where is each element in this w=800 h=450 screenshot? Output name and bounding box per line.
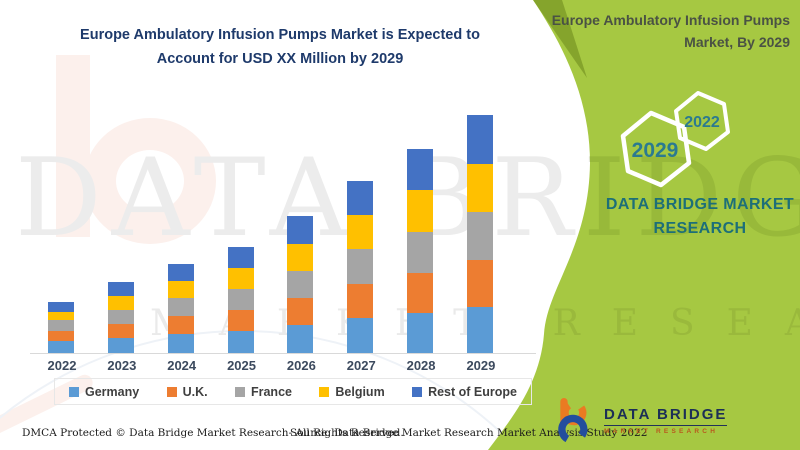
hexagon-2029 xyxy=(620,110,692,188)
bar-segment-germany-2029 xyxy=(466,307,493,353)
hexagon-2022-label: 2022 xyxy=(684,114,720,131)
x-axis-label-2025: 2025 xyxy=(227,358,256,373)
bar-segment-belgium-2022 xyxy=(48,312,74,320)
bar-segment-germany-2024 xyxy=(167,334,194,353)
bar-segment-rest-of-europe-2026 xyxy=(287,216,314,244)
bar-segment-france-2027 xyxy=(347,249,374,284)
bar-segment-belgium-2029 xyxy=(466,164,493,212)
source-note: Source: Data Bridge Market Research Mark… xyxy=(290,427,648,439)
x-axis-label-2026: 2026 xyxy=(286,358,316,373)
bar-segment-france-2028 xyxy=(407,232,434,273)
bar-2028 xyxy=(407,149,434,353)
x-axis-label-2029: 2029 xyxy=(466,358,496,373)
legend: Germany U.K. France Belgium Rest of Europe xyxy=(54,378,532,405)
legend-swatch-belgium xyxy=(319,386,330,397)
bar-2027 xyxy=(347,181,374,353)
bar-segment-germany-2023 xyxy=(107,338,134,353)
bar-segment-u-k-2026 xyxy=(287,298,314,325)
brand-name-text: DATA BRIDGE MARKET RESEARCH xyxy=(605,196,795,237)
legend-label-germany: Germany xyxy=(85,384,140,399)
bar-segment-u-k-2024 xyxy=(167,316,194,334)
bar-segment-u-k-2029 xyxy=(466,260,493,307)
legend-item-rest-of-europe: Rest of Europe xyxy=(412,385,517,399)
bar-segment-france-2022 xyxy=(48,320,74,331)
bar-segment-rest-of-europe-2023 xyxy=(107,282,134,296)
bar-segment-u-k-2022 xyxy=(48,331,74,341)
bar-2024 xyxy=(167,264,194,353)
legend-item-belgium: Belgium xyxy=(319,384,385,399)
legend-label-france: France xyxy=(250,384,292,399)
bar-segment-belgium-2024 xyxy=(167,281,194,298)
bar-segment-france-2029 xyxy=(466,212,493,260)
bar-segment-germany-2028 xyxy=(407,313,434,353)
x-axis-label-2023: 2023 xyxy=(107,358,137,373)
legend-swatch-germany xyxy=(69,386,79,397)
bar-segment-germany-2027 xyxy=(347,318,374,353)
legend-label-belgium: Belgium xyxy=(335,384,385,399)
legend-label-rest-of-europe: Rest of Europe xyxy=(428,384,517,399)
bars xyxy=(30,100,535,353)
pink-b-watermark-stem xyxy=(56,55,90,237)
bar-segment-u-k-2027 xyxy=(347,284,374,318)
x-axis-line xyxy=(30,353,536,354)
legend-item-france: France xyxy=(234,384,292,399)
dmca-notice: DMCA Protected © Data Bridge Market Rese… xyxy=(22,427,404,439)
legend-item-germany: Germany xyxy=(69,385,139,399)
bar-2029 xyxy=(466,115,493,353)
bar-segment-belgium-2028 xyxy=(407,190,434,232)
dbmr-logo-title: DATA BRIDGE xyxy=(604,406,728,426)
bar-segment-germany-2025 xyxy=(227,331,254,353)
bar-segment-germany-2026 xyxy=(287,325,314,353)
green-panel-shape xyxy=(488,0,800,450)
panel-title: Europe Ambulatory Infusion Pumps Market,… xyxy=(551,12,790,50)
legend-swatch-france xyxy=(234,386,245,397)
bar-segment-germany-2022 xyxy=(48,341,74,353)
bar-segment-france-2024 xyxy=(167,298,194,316)
bar-segment-rest-of-europe-2022 xyxy=(48,302,74,312)
bar-segment-rest-of-europe-2029 xyxy=(466,115,493,164)
legend-swatch-rest-of-europe xyxy=(412,386,423,397)
hexagon-2022 xyxy=(674,91,730,151)
x-axis-label-2024: 2024 xyxy=(167,358,197,373)
bar-segment-belgium-2026 xyxy=(287,244,314,271)
bar-segment-u-k-2023 xyxy=(107,324,134,338)
bar-segment-rest-of-europe-2027 xyxy=(347,181,374,215)
bar-segment-u-k-2028 xyxy=(407,273,434,313)
green-panel-dark-triangle xyxy=(533,0,587,78)
x-axis-label-2027: 2027 xyxy=(346,358,376,373)
bar-segment-rest-of-europe-2025 xyxy=(227,247,254,268)
hexagon-2029-label: 2029 xyxy=(632,139,679,162)
bar-segment-belgium-2023 xyxy=(107,296,134,310)
dbmr-logo-text: DATA BRIDGE MARKET RESEARCH xyxy=(604,406,728,435)
bar-2023 xyxy=(107,282,134,353)
x-axis-label-2028: 2028 xyxy=(406,358,436,373)
x-axis-labels: 2022 2023 2024 2025 2026 2027 2028 2029 xyxy=(30,358,535,373)
legend-swatch-u-k xyxy=(166,386,177,397)
x-axis-label-2022: 2022 xyxy=(47,358,77,373)
bar-segment-france-2025 xyxy=(227,289,254,310)
bar-segment-france-2026 xyxy=(287,271,314,298)
dbmr-logo-icon xyxy=(558,398,588,443)
bar-2026 xyxy=(287,216,314,353)
legend-label-u-k: U.K. xyxy=(182,384,208,399)
bar-segment-france-2023 xyxy=(107,310,134,324)
bar-segment-rest-of-europe-2028 xyxy=(407,149,434,190)
dbmr-logo: DATA BRIDGE MARKET RESEARCH xyxy=(556,397,728,443)
legend-item-u-k: U.K. xyxy=(166,384,208,399)
chart-title: Europe Ambulatory Infusion Pumps Market … xyxy=(80,27,480,67)
bar-segment-belgium-2025 xyxy=(227,268,254,289)
dbmr-logo-subtitle: MARKET RESEARCH xyxy=(604,427,719,435)
bar-segment-u-k-2025 xyxy=(227,310,254,331)
bar-segment-rest-of-europe-2024 xyxy=(167,264,194,281)
bar-2022 xyxy=(48,302,74,353)
bar-2025 xyxy=(227,247,254,353)
bar-segment-belgium-2027 xyxy=(347,215,374,249)
